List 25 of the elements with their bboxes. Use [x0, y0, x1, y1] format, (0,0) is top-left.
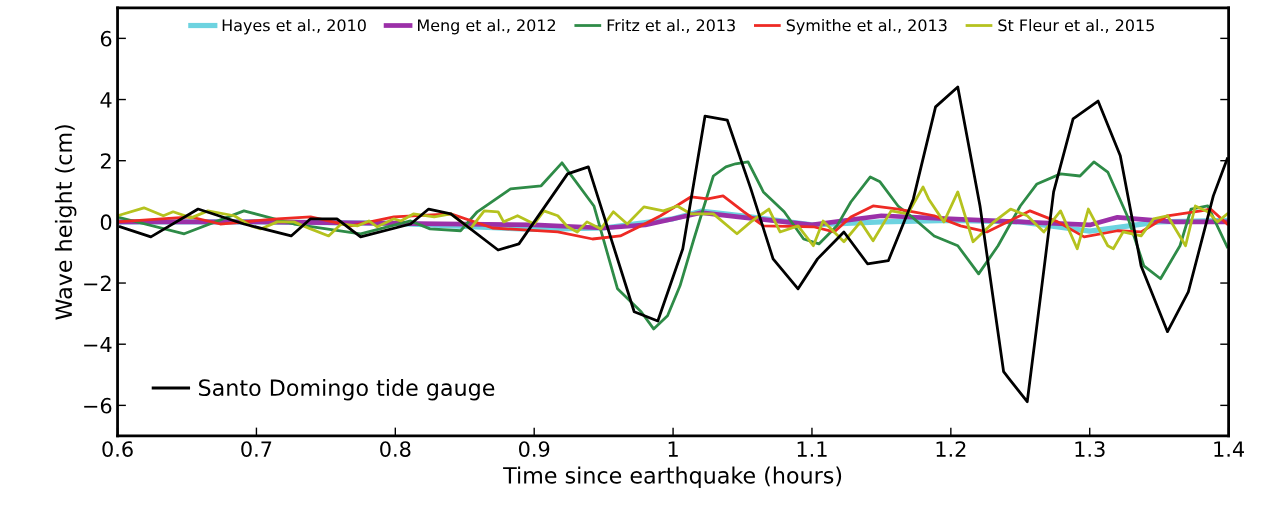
x-tick-label: 0.7 [241, 441, 272, 457]
x-tick-label: 0.8 [380, 441, 411, 457]
y-axis-title: Wave height (cm) [54, 125, 77, 320]
y-tick-label: −2 [84, 275, 111, 291]
x-tick-label: 1.3 [1075, 441, 1105, 457]
y-tick-label: 4 [100, 92, 112, 108]
legend-label: Hayes et al., 2010 [222, 18, 366, 35]
x-tick-label: 0.9 [519, 441, 550, 457]
legend-label: Meng et al., 2012 [418, 18, 556, 35]
x-tick-label: 1.4 [1214, 441, 1245, 457]
line-series [117, 185, 1229, 251]
y-tick-label: −6 [84, 397, 112, 414]
y-tick-label: 0 [100, 214, 112, 231]
legend-label: Santo Domingo tide gauge [199, 378, 495, 401]
legend-label: Fritz et al., 2013 [607, 18, 735, 33]
x-tick-label: 1.1 [797, 441, 827, 457]
y-tick-label: 2 [100, 153, 111, 169]
x-tick-label: 1 [668, 441, 678, 457]
legend-label: Symithe et al., 2013 [786, 18, 947, 35]
y-tick-label: 6 [100, 30, 112, 47]
x-tick-label: 0.6 [102, 441, 133, 457]
x-tick-label: 1.2 [936, 441, 966, 457]
y-tick-label: −4 [84, 336, 112, 353]
legend-label: St Fleur et al., 2015 [998, 18, 1154, 33]
x-axis-title: Time since earthquake (hours) [503, 466, 842, 489]
